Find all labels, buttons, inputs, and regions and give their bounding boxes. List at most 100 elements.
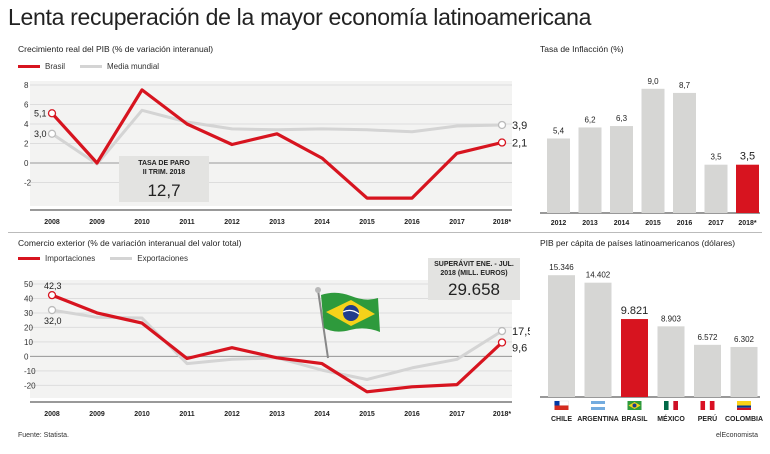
x-tick-label: 2009 [89, 411, 105, 418]
x-tick-label: 2011 [179, 219, 194, 226]
comercio-legend: Importaciones Exportaciones [18, 254, 188, 263]
endpoint-marker [47, 129, 57, 138]
endpoint-marker [47, 305, 57, 315]
flag-stripe [591, 407, 605, 410]
flag-stripe [591, 401, 605, 404]
bar [584, 282, 612, 397]
flag-stripe [709, 401, 715, 410]
flag-globe [343, 305, 359, 321]
mexico-flag-icon [664, 401, 678, 410]
y-tick-label: 0 [24, 159, 29, 168]
data-label: 3,0 [34, 129, 47, 139]
data-label: 5,1 [34, 108, 47, 118]
y-tick-label: 10 [24, 338, 33, 347]
x-tick-label: ARGENTINA [577, 416, 619, 423]
paro-callout-title: TASA DE PARO [138, 160, 190, 167]
colombia-flag-icon [737, 401, 751, 410]
endpoint-marker [497, 120, 507, 130]
series-line-importaciones [51, 293, 504, 394]
x-tick-label: 2015 [645, 220, 661, 227]
x-tick-label: 2010 [134, 219, 150, 226]
x-tick-label: 2018* [493, 219, 512, 226]
bar [547, 138, 570, 213]
bar-value-label: 6.572 [697, 333, 718, 342]
bar-value-label: 6.302 [734, 335, 755, 344]
superavit-callout-value: 29.658 [448, 280, 500, 299]
y-tick-label: 50 [24, 280, 33, 289]
legend-label-brasil: Brasil [45, 62, 66, 71]
x-tick-label: 2010 [134, 411, 150, 418]
superavit-callout-title: 2018 (MILL. EUROS) [440, 270, 507, 277]
flag-stripe [554, 405, 569, 410]
x-tick-label: 2011 [179, 411, 194, 418]
x-tick-label: 2014 [614, 220, 630, 227]
y-tick-label: 4 [24, 120, 29, 129]
peru-flag-icon [700, 401, 715, 410]
bar [621, 319, 648, 397]
series-line-brasil [50, 88, 503, 200]
flag-pole-knob [315, 287, 321, 293]
y-tick-label: 6 [24, 101, 29, 110]
bar-value-label: 3,5 [710, 153, 722, 162]
flag-stripe [591, 404, 605, 407]
x-tick-label: 2013 [269, 219, 285, 226]
pib-legend: Brasil Media mundial [18, 62, 159, 71]
flag-stripe [673, 401, 678, 410]
endpoint-marker [497, 326, 507, 336]
x-tick-label: 2014 [314, 219, 330, 226]
bar [673, 92, 696, 213]
bar-value-label: 6,3 [616, 114, 628, 123]
superavit-callout-box [428, 258, 520, 300]
y-tick-label: 20 [24, 323, 33, 332]
chile-flag-icon [554, 400, 569, 410]
comercio-chart-title: Comercio exterior (% de variación intera… [18, 238, 242, 248]
flag-stripe [664, 401, 669, 410]
inflacion-bar-chart: 5,4 2012 6,2 2013 6,3 2014 9,0 2015 8,7 2016 3,5 20… [540, 77, 760, 227]
x-tick-label: PERÚ [698, 414, 717, 423]
endpoint-marker [497, 338, 507, 347]
section-divider [8, 232, 762, 233]
x-tick-label: 2014 [314, 411, 330, 418]
y-tick-label: 40 [24, 294, 33, 303]
y-tick-label: -20 [24, 381, 36, 390]
y-tick-label: 0 [24, 352, 29, 361]
data-label: 2,1 [512, 138, 527, 150]
inflacion-chart-title: Tasa de Inflacción (%) [540, 44, 624, 54]
flag-canton [554, 401, 560, 406]
legend-label-media: Media mundial [107, 62, 160, 71]
superavit-callout-title: SUPERÁVIT ENE. - JUL. [434, 259, 514, 268]
x-tick-label: 2017 [708, 220, 724, 227]
x-tick-label: 2013 [269, 411, 285, 418]
paro-callout-box [119, 156, 209, 202]
bar [704, 164, 728, 213]
x-tick-label: MÉXICO [657, 414, 685, 423]
bar-value-label: 5,4 [553, 126, 565, 135]
bar [730, 346, 758, 397]
y-tick-label: -10 [24, 367, 36, 376]
flag-stripe [737, 407, 751, 410]
brazil-flag-illustration [315, 287, 380, 359]
endpoint-marker [47, 290, 57, 300]
x-tick-label: 2017 [449, 219, 465, 226]
percapita-bar-chart: 15.346 CHILE 14.402 ARGENTINA 9.821 BRASIL 8.9… [540, 263, 763, 423]
brand-credit: elEconomista [716, 432, 759, 439]
data-label: 42,3 [44, 281, 62, 291]
bar-value-label: 9,0 [647, 77, 659, 86]
x-tick-label: 2018* [738, 220, 757, 227]
x-tick-label: 2013 [582, 220, 598, 227]
flag-stripe [737, 405, 751, 408]
argentina-flag-icon [591, 401, 605, 410]
bar-value-label: 8.903 [661, 314, 682, 323]
data-label: 3,9 [512, 120, 527, 132]
x-tick-label: 2012 [551, 220, 567, 227]
x-tick-label: 2008 [44, 411, 60, 418]
legend-label-exportaciones: Exportaciones [137, 254, 188, 263]
legend-swatch-media [80, 65, 103, 68]
bar-value-label: 9.821 [621, 305, 649, 317]
legend-swatch-brasil [18, 65, 40, 68]
data-label: 32,0 [44, 316, 62, 326]
bar [657, 326, 685, 397]
x-tick-label: CHILE [551, 416, 572, 423]
page-title: Lenta recuperación de la mayor economía … [8, 4, 592, 30]
